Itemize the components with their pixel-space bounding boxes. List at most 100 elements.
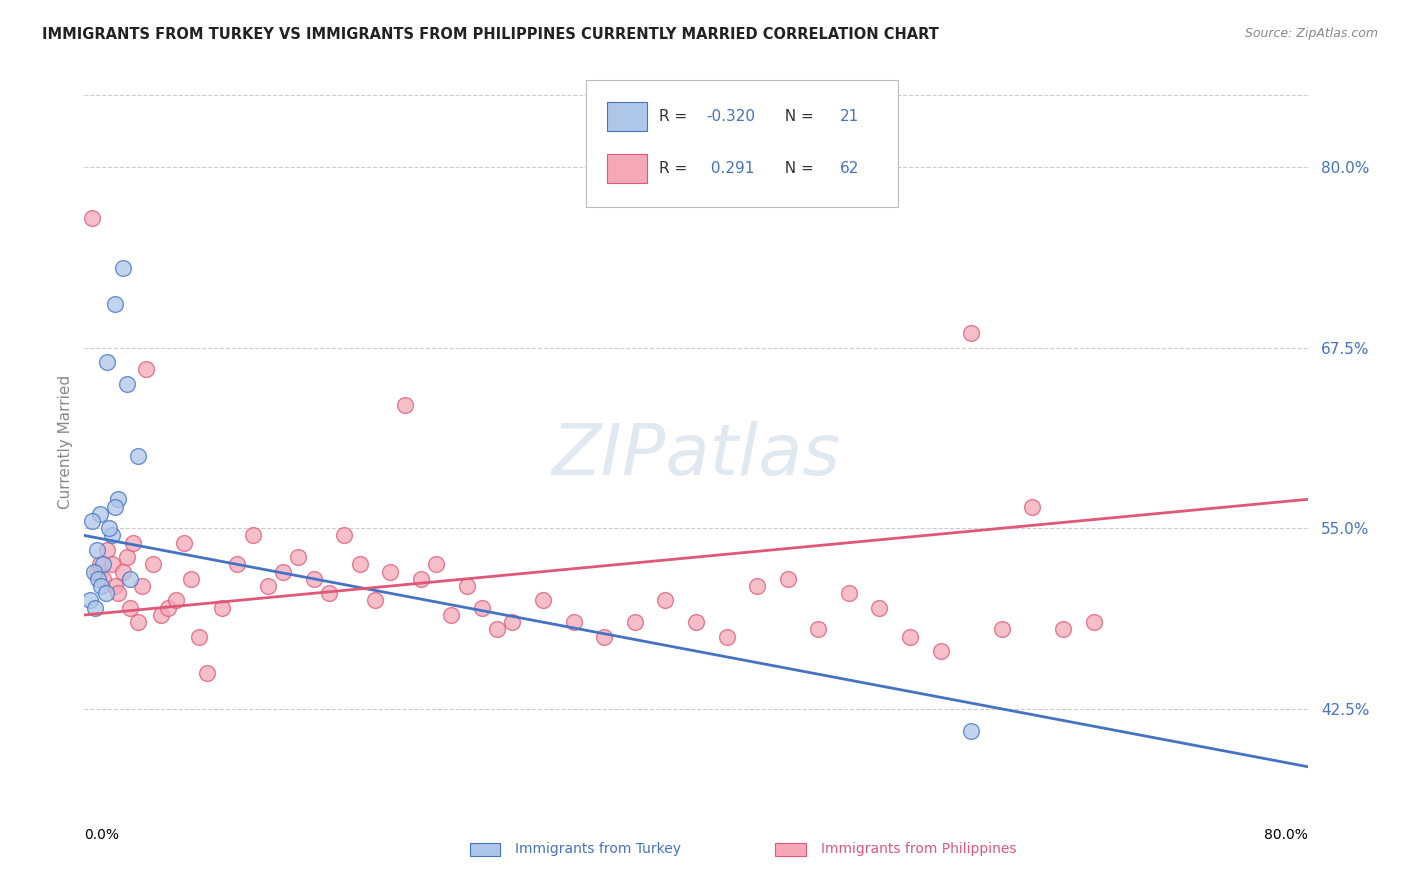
Point bbox=[502, 615, 524, 630]
Point bbox=[318, 586, 340, 600]
Point bbox=[349, 558, 371, 572]
Point bbox=[242, 528, 264, 542]
Point bbox=[257, 579, 280, 593]
Text: ZIPatlas: ZIPatlas bbox=[551, 422, 841, 491]
FancyBboxPatch shape bbox=[776, 843, 806, 855]
Point bbox=[104, 297, 127, 311]
Point bbox=[195, 665, 218, 680]
Point bbox=[107, 586, 129, 600]
Point bbox=[89, 507, 111, 521]
Point bbox=[486, 623, 509, 637]
Point bbox=[394, 398, 416, 412]
Point bbox=[409, 572, 432, 586]
Point bbox=[107, 492, 129, 507]
Point bbox=[96, 542, 118, 557]
Point bbox=[456, 579, 478, 593]
Point bbox=[142, 558, 165, 572]
Point bbox=[165, 593, 187, 607]
Point bbox=[776, 572, 799, 586]
Point bbox=[84, 600, 107, 615]
Point bbox=[333, 528, 356, 542]
Text: Immigrants from Turkey: Immigrants from Turkey bbox=[515, 842, 681, 856]
Point bbox=[86, 542, 108, 557]
Point bbox=[135, 362, 157, 376]
Point bbox=[86, 565, 108, 579]
Point bbox=[807, 623, 830, 637]
Point bbox=[898, 630, 921, 644]
Point bbox=[120, 600, 142, 615]
Point bbox=[180, 572, 202, 586]
Point bbox=[747, 579, 769, 593]
Point bbox=[380, 565, 402, 579]
Point bbox=[115, 376, 138, 391]
Point bbox=[1052, 623, 1074, 637]
Point bbox=[211, 600, 233, 615]
Point bbox=[716, 630, 738, 644]
Point bbox=[157, 600, 180, 615]
Point bbox=[838, 586, 860, 600]
Text: 21: 21 bbox=[841, 109, 859, 124]
Text: N =: N = bbox=[776, 109, 820, 124]
Point bbox=[80, 514, 103, 528]
Point bbox=[111, 565, 134, 579]
Point bbox=[960, 723, 983, 738]
Text: R =: R = bbox=[659, 161, 697, 176]
Point bbox=[87, 572, 110, 586]
Point bbox=[531, 593, 554, 607]
Point bbox=[271, 565, 294, 579]
Point bbox=[131, 579, 153, 593]
Point bbox=[1021, 500, 1043, 514]
Point bbox=[624, 615, 647, 630]
FancyBboxPatch shape bbox=[606, 154, 647, 183]
Point bbox=[91, 558, 114, 572]
Point bbox=[929, 644, 952, 658]
Point bbox=[97, 521, 120, 535]
Point bbox=[654, 593, 676, 607]
Point bbox=[127, 615, 149, 630]
Point bbox=[122, 535, 145, 549]
Point bbox=[287, 550, 309, 565]
Point bbox=[593, 630, 616, 644]
Point bbox=[79, 593, 101, 607]
FancyBboxPatch shape bbox=[606, 102, 647, 131]
Point bbox=[188, 630, 211, 644]
Point bbox=[104, 500, 127, 514]
Y-axis label: Currently Married: Currently Married bbox=[58, 375, 73, 508]
Point bbox=[104, 579, 127, 593]
Text: -0.320: -0.320 bbox=[706, 109, 755, 124]
Point bbox=[364, 593, 387, 607]
Text: R =: R = bbox=[659, 109, 692, 124]
Point bbox=[991, 623, 1014, 637]
Point bbox=[960, 326, 983, 341]
Point bbox=[440, 607, 463, 622]
Point bbox=[173, 535, 195, 549]
Point bbox=[127, 449, 149, 463]
Point bbox=[1083, 615, 1105, 630]
FancyBboxPatch shape bbox=[470, 843, 501, 855]
Point bbox=[101, 558, 124, 572]
Point bbox=[149, 607, 172, 622]
Point bbox=[120, 572, 142, 586]
Point bbox=[94, 586, 117, 600]
Point bbox=[83, 565, 105, 579]
Point bbox=[96, 355, 118, 369]
Point bbox=[89, 558, 111, 572]
Point bbox=[562, 615, 585, 630]
Text: Source: ZipAtlas.com: Source: ZipAtlas.com bbox=[1244, 27, 1378, 40]
Point bbox=[111, 261, 134, 276]
Text: 0.0%: 0.0% bbox=[84, 828, 120, 842]
Point bbox=[471, 600, 494, 615]
Point bbox=[91, 572, 114, 586]
Point bbox=[869, 600, 891, 615]
Text: N =: N = bbox=[776, 161, 820, 176]
Text: 80.0%: 80.0% bbox=[1264, 828, 1308, 842]
Text: 0.291: 0.291 bbox=[706, 161, 754, 176]
Point bbox=[685, 615, 707, 630]
Text: Immigrants from Philippines: Immigrants from Philippines bbox=[821, 842, 1017, 856]
Point bbox=[425, 558, 447, 572]
Point bbox=[80, 211, 103, 225]
Point bbox=[226, 558, 249, 572]
Text: IMMIGRANTS FROM TURKEY VS IMMIGRANTS FROM PHILIPPINES CURRENTLY MARRIED CORRELAT: IMMIGRANTS FROM TURKEY VS IMMIGRANTS FRO… bbox=[42, 27, 939, 42]
Text: 62: 62 bbox=[841, 161, 859, 176]
Point bbox=[115, 550, 138, 565]
